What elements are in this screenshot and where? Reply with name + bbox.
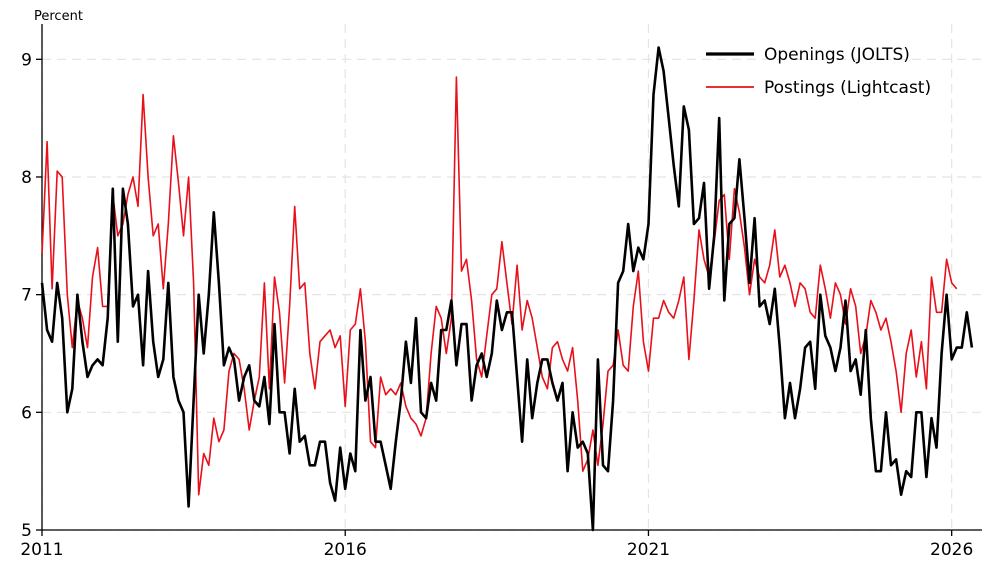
- y-tick-label: 5: [21, 521, 32, 541]
- x-tick-label: 2021: [627, 540, 670, 560]
- y-tick-label: 9: [21, 50, 32, 70]
- axes: [41, 24, 982, 531]
- legend-label-openings: Openings (JOLTS): [764, 45, 910, 65]
- y-tick-label: 6: [21, 403, 32, 423]
- x-tick-label: 2016: [324, 540, 367, 560]
- x-tick-label: 2026: [930, 540, 973, 560]
- legend-label-postings: Postings (Lightcast): [764, 78, 931, 98]
- series-lines: [40, 46, 974, 532]
- grid-lines: [41, 24, 982, 531]
- x-tick-label: 2011: [20, 540, 63, 560]
- y-axis-unit-label: Percent: [34, 9, 83, 24]
- legend: Openings (JOLTS) Postings (Lightcast): [706, 45, 931, 98]
- y-tick-label: 7: [21, 286, 32, 306]
- series-line-openings-jolts: [40, 46, 974, 532]
- tick-labels: 5 6 7 8 9 2011 2016 2021 2026: [20, 50, 973, 560]
- series-line-postings-lightcast: [41, 76, 958, 496]
- y-tick-label: 8: [21, 168, 32, 188]
